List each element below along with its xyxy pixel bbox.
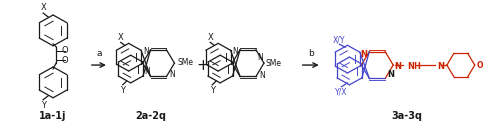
Text: N: N [257,53,262,62]
Text: N: N [232,47,238,56]
Text: SMe: SMe [178,58,194,67]
Text: 3a-3q: 3a-3q [392,111,422,121]
Text: Y: Y [40,101,46,110]
Text: 2a-2q: 2a-2q [135,111,166,121]
Text: Y: Y [210,86,214,95]
Text: X: X [118,33,124,42]
Text: N: N [143,47,148,56]
Text: X: X [208,33,213,42]
Text: X/Y: X/Y [334,35,346,44]
Text: N: N [437,62,444,71]
Text: N: N [144,67,150,76]
Text: b: b [308,49,314,58]
Text: X: X [40,3,46,12]
Text: 1a-1j: 1a-1j [40,111,67,121]
Text: a: a [96,49,102,58]
Text: N: N [387,70,394,79]
Text: +: + [196,58,208,72]
Text: O: O [61,46,68,55]
Text: Y: Y [120,86,125,95]
Text: N: N [360,50,368,59]
Text: O: O [476,61,483,70]
Text: O: O [61,56,68,65]
Text: N: N [170,70,175,79]
Text: NH: NH [407,62,421,71]
Text: N: N [394,62,401,71]
Text: SMe: SMe [266,59,282,68]
Text: N: N [259,71,264,80]
Text: Y/X: Y/X [335,88,347,97]
